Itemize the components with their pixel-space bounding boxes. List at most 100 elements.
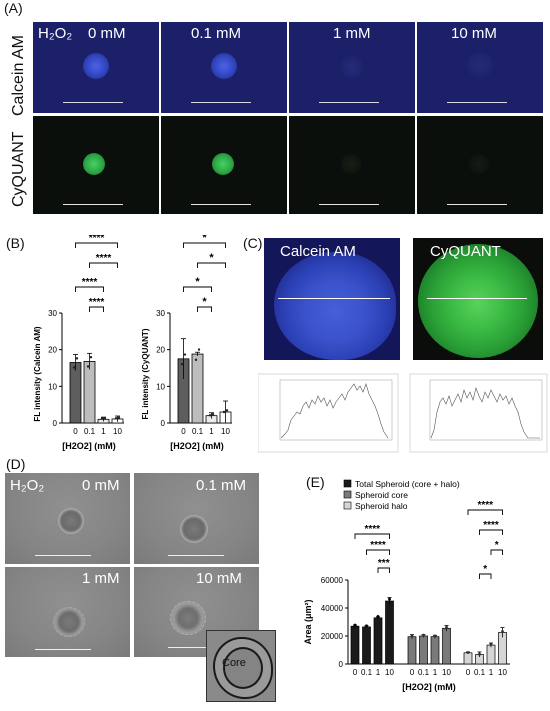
y-tick-label: 20 [48,346,57,355]
x-tick-label: 0 [353,668,358,677]
brightfield-0mM [5,473,130,564]
y-axis-label: FL intensity (Calcein AM) [33,326,42,421]
y-tick-label: 0 [53,419,58,428]
profile-line [278,298,390,299]
significance-stars: **** [370,540,386,551]
x-tick-label: 0.1 [192,427,204,436]
y-tick-label: 10 [48,382,57,391]
significance-bracket [377,567,390,573]
core-outline [223,647,263,689]
significance-stars: **** [96,253,112,264]
bar [191,353,204,424]
significance-stars: **** [483,520,499,531]
x-tick-label: 0 [73,427,78,436]
profile-line [427,298,527,299]
data-point [75,357,79,360]
bar [419,635,428,665]
spheroid-blob [83,153,105,175]
scale-bar [319,102,379,103]
bar [350,625,360,665]
scale-bar [447,102,507,103]
h2o2-label: H₂O₂ [10,477,45,494]
data-point [197,348,201,351]
data-point [208,414,212,417]
legend-swatch [343,501,352,510]
micrograph-calcein-10mM [417,22,543,113]
chart-cyquant: 0 10 20 30 0 0.1 1 10 [H2O2] (mM) FL intensity (C… [141,235,232,451]
y-tick-label: 20000 [321,632,344,641]
bar [463,652,473,665]
spheroid-brightfield [170,601,206,635]
spheroid-blob [467,52,493,78]
data-point [114,417,118,420]
data-point [72,366,76,369]
significance-stars: **** [364,524,380,535]
zoom-cyquant [413,238,543,360]
brightfield-1mM [5,567,130,657]
significance-stars: *** [378,558,390,569]
micrograph-cyquant-0mM [33,116,159,214]
x-tick-label: 0.1 [474,668,486,677]
x-tick-label: 0.1 [361,668,373,677]
bar [442,627,451,665]
significance-bracket [479,529,503,535]
scale-bar [63,102,123,103]
scale-bar [168,647,224,648]
data-point [86,365,90,368]
y-tick-label: 60000 [321,576,344,585]
significance-stars: **** [82,277,98,288]
row-label-calcein: Calcein AM [10,35,27,116]
profile-curve [280,383,389,439]
panel-label-b: (B) [6,235,25,251]
micrograph-calcein-0.1mM [161,22,287,113]
data-point [194,358,198,362]
data-point [388,597,391,601]
legend-label: Spheroid core [355,490,408,500]
spheroid-brightfield [58,508,84,534]
data-point [117,416,121,419]
significance-stars: **** [477,500,493,511]
brightfield-0.1mM [134,473,259,564]
spheroid-zoom-blob [418,244,538,358]
panel-label-e: (E) [306,474,325,490]
micrograph-cyquant-10mM [417,116,543,214]
legend-swatch [343,490,352,499]
data-point [422,633,425,637]
legend-swatch [343,479,352,488]
significance-stars: * [202,296,207,308]
concentration-1mM: 1 mM [333,25,371,42]
x-tick-label: 10 [498,668,507,677]
micrograph-cyquant-1mM [289,116,415,214]
significance-bracket [354,533,390,539]
significance-stars: * [483,564,487,575]
scale-bar [35,649,91,650]
micrograph-calcein-0mM [33,22,159,113]
y-tick-label: 0 [161,419,166,428]
significance-stars: * [202,235,207,244]
concentration-0mM: 0 mM [88,25,126,42]
significance-stars: * [209,252,214,264]
significance-bracket [89,262,118,268]
significance-bracket [197,306,212,312]
data-point [100,417,104,420]
concentration-0mM: 0 mM [82,477,120,494]
x-tick-label: 10 [113,427,122,436]
significance-bracket [479,573,492,579]
x-tick-label: 0 [410,668,415,677]
zoom-label-calcein: Calcein AM [280,243,356,260]
intensity-profiles [258,373,548,453]
spheroid-brightfield [180,515,208,543]
scale-bar [191,204,251,205]
data-point [353,623,357,627]
data-point [376,615,380,618]
data-point [501,630,504,633]
x-tick-label: 1 [101,427,106,436]
data-point [225,409,229,412]
concentration-1mM: 1 mM [82,570,120,587]
y-tick-label: 30 [156,309,165,318]
data-point [180,362,184,366]
legend-label: Spheroid halo [355,501,408,511]
significance-bracket [366,549,390,555]
